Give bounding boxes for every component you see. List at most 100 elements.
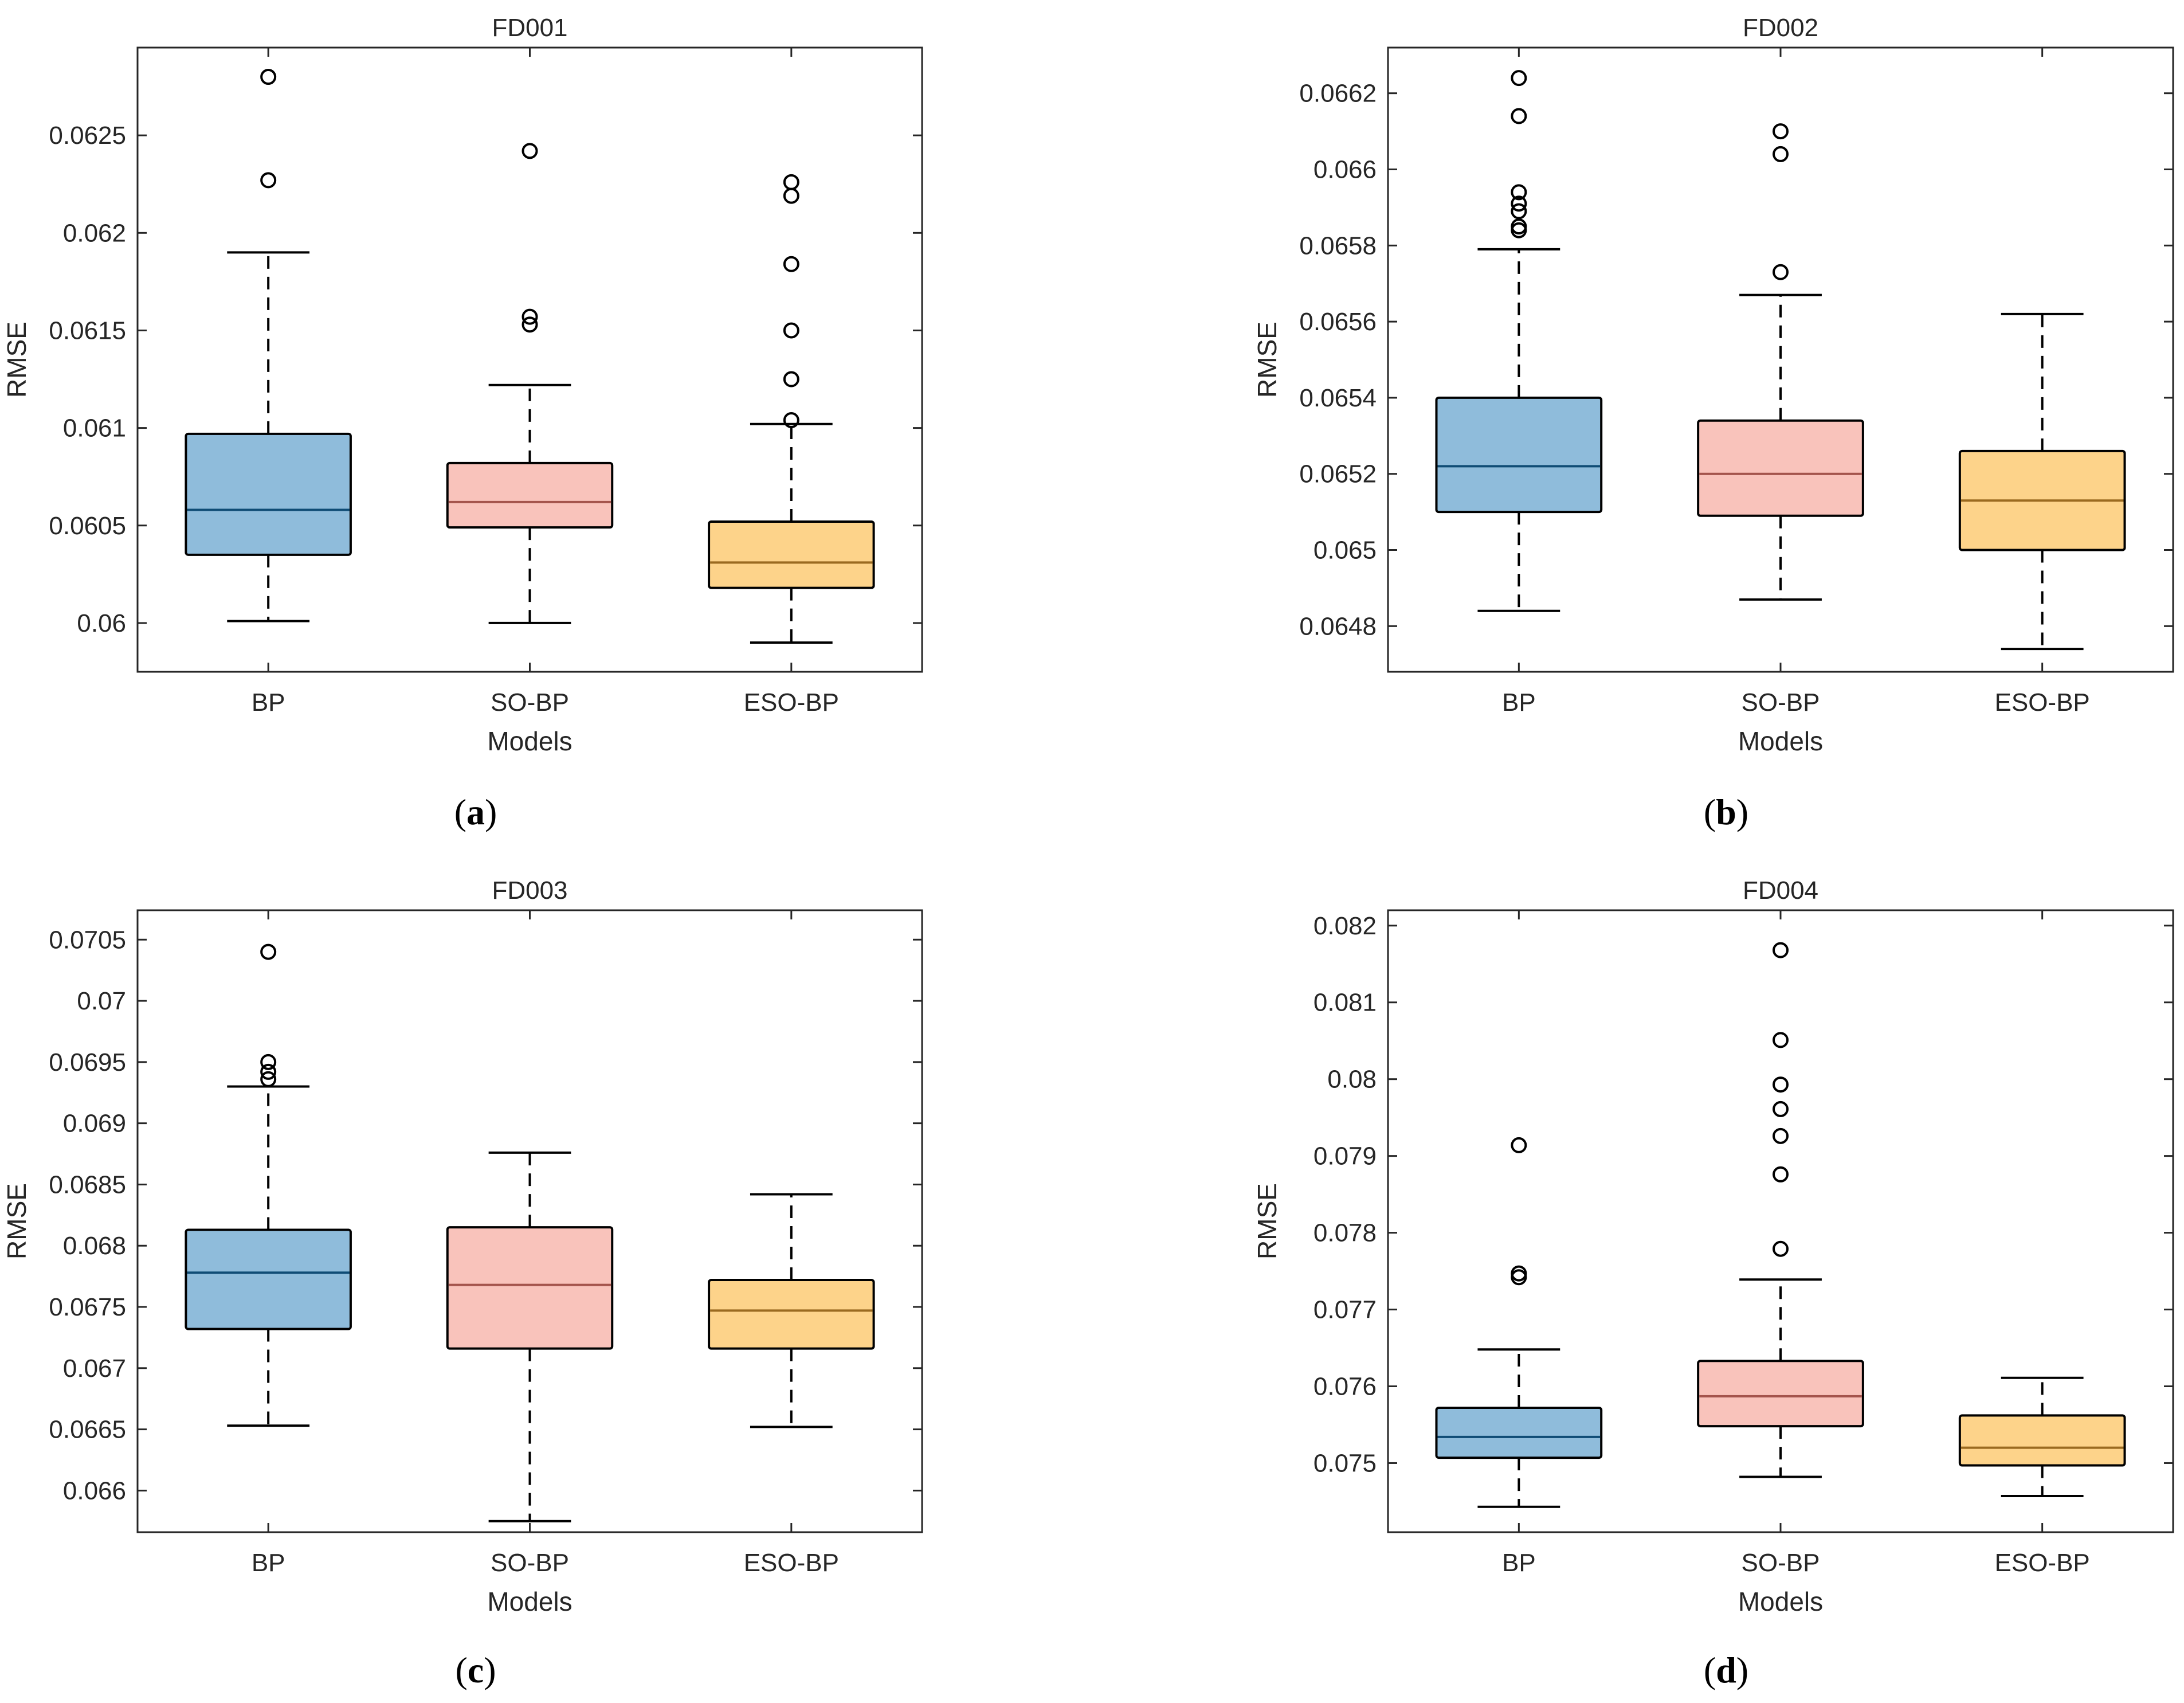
y-tick-label: 0.066 xyxy=(1313,155,1377,183)
y-axis-label: RMSE xyxy=(1252,1183,1282,1259)
outlier-point xyxy=(1511,108,1527,124)
caption-close-paren: ) xyxy=(1736,1650,1748,1690)
box-bp xyxy=(1435,70,1603,612)
y-tick-label: 0.0675 xyxy=(49,1293,126,1321)
outlier-point xyxy=(260,1054,277,1070)
caption-open-paren: ( xyxy=(454,792,466,832)
y-tick-label: 0.0665 xyxy=(49,1416,126,1444)
y-tick-label: 0.077 xyxy=(1313,1296,1377,1324)
y-tick-label: 0.081 xyxy=(1313,989,1377,1017)
y-tick-label: 0.075 xyxy=(1313,1449,1377,1477)
outlier-point xyxy=(1773,942,1789,958)
iqr-box xyxy=(1697,1360,1864,1428)
y-tick-label: 0.067 xyxy=(63,1354,126,1383)
caption-letter: b xyxy=(1716,792,1736,832)
outlier-point xyxy=(1511,195,1527,212)
y-tick-label: 0.079 xyxy=(1313,1142,1377,1170)
y-tick-label: 0.0654 xyxy=(1299,384,1377,412)
panel-title: FD001 xyxy=(492,14,567,42)
box-so-bp xyxy=(1697,942,1864,1478)
y-tick-label: 0.0656 xyxy=(1299,308,1377,336)
panel-d: FD004 0.075 0.076 0.077 0.078 0.079 0.08 0.081 0… xyxy=(1252,876,2174,1616)
x-axis-label: Models xyxy=(487,726,572,756)
iqr-box xyxy=(1958,1414,2126,1467)
x-tick-label: SO-BP xyxy=(1742,1549,1820,1577)
box-so-bp xyxy=(446,1151,614,1522)
caption-letter: d xyxy=(1716,1650,1736,1690)
box-eso-bp xyxy=(1958,312,2126,651)
box-bp xyxy=(1435,1137,1603,1508)
x-tick-label: SO-BP xyxy=(491,1549,569,1577)
y-tick-label: 0.0658 xyxy=(1299,232,1377,260)
y-tick-label: 0.069 xyxy=(63,1110,126,1138)
panel-title: FD004 xyxy=(1743,876,1818,905)
outlier-point xyxy=(1773,1101,1789,1117)
outlier-point xyxy=(260,1071,277,1087)
outlier-point xyxy=(1773,1032,1789,1048)
caption-close-paren: ) xyxy=(485,792,497,832)
iqr-box xyxy=(185,1228,352,1330)
x-tick-label: ESO-BP xyxy=(1995,688,2090,717)
outlier-point xyxy=(1773,264,1789,280)
panel-caption: (a) xyxy=(454,792,497,832)
x-tick-label: SO-BP xyxy=(491,688,569,717)
outlier-point xyxy=(1773,146,1789,162)
caption-open-paren: ( xyxy=(1704,1650,1716,1690)
y-tick-label: 0.068 xyxy=(63,1232,126,1260)
panel-b: FD002 0.0648 0.065 0.0652 0.0654 0.0656 0.0658… xyxy=(1252,14,2174,756)
outlier-point xyxy=(260,69,277,85)
outlier-point xyxy=(1511,1269,1527,1286)
y-tick-label: 0.0685 xyxy=(49,1170,126,1199)
outlier-point xyxy=(1773,1127,1789,1144)
outlier-point xyxy=(1511,184,1527,201)
x-tick-label: ESO-BP xyxy=(744,688,839,717)
caption-open-paren: ( xyxy=(455,1650,467,1690)
outlier-point xyxy=(783,371,799,387)
y-tick-label: 0.0605 xyxy=(49,512,126,540)
outlier-point xyxy=(1511,203,1527,220)
box-eso-bp xyxy=(708,174,875,644)
panel-caption: (c) xyxy=(455,1650,496,1690)
y-tick-label: 0.0662 xyxy=(1299,80,1377,108)
y-tick-label: 0.07 xyxy=(77,987,126,1015)
box-so-bp xyxy=(446,143,614,624)
outlier-point xyxy=(783,412,799,428)
outlier-point xyxy=(260,943,277,960)
iqr-box xyxy=(446,461,614,529)
outlier-point xyxy=(1773,1076,1789,1093)
outlier-point xyxy=(260,172,277,189)
box-eso-bp xyxy=(1958,1376,2126,1498)
y-tick-label: 0.0648 xyxy=(1299,612,1377,640)
y-tick-label: 0.08 xyxy=(1327,1066,1377,1094)
y-tick-label: 0.0615 xyxy=(49,316,126,344)
outlier-point xyxy=(260,1063,277,1080)
outlier-point xyxy=(1773,1240,1789,1257)
panel-title: FD003 xyxy=(492,876,567,905)
iqr-box xyxy=(185,432,352,556)
y-tick-label: 0.076 xyxy=(1313,1372,1377,1400)
iqr-box xyxy=(1435,396,1603,514)
caption-letter: c xyxy=(468,1650,484,1690)
x-tick-label: BP xyxy=(1502,688,1536,717)
caption-close-paren: ) xyxy=(484,1650,496,1690)
outlier-point xyxy=(1773,123,1789,140)
x-tick-label: BP xyxy=(252,1549,285,1577)
y-tick-label: 0.062 xyxy=(63,219,126,247)
y-tick-label: 0.06 xyxy=(77,609,126,637)
x-axis-label: Models xyxy=(487,1587,572,1616)
x-tick-label: ESO-BP xyxy=(1995,1549,2090,1577)
y-axis-label: RMSE xyxy=(2,322,32,398)
y-tick-label: 0.0705 xyxy=(49,926,126,954)
y-axis-label: RMSE xyxy=(1252,322,1282,398)
y-tick-label: 0.0695 xyxy=(49,1048,126,1076)
x-tick-label: BP xyxy=(1502,1549,1536,1577)
iqr-box xyxy=(1435,1407,1603,1459)
outlier-point xyxy=(1773,1166,1789,1183)
box-eso-bp xyxy=(708,1193,875,1428)
outlier-point xyxy=(783,187,799,204)
y-tick-label: 0.061 xyxy=(63,414,126,443)
box-bp xyxy=(185,69,352,623)
x-tick-label: SO-BP xyxy=(1742,688,1820,717)
x-tick-label: ESO-BP xyxy=(744,1549,839,1577)
outlier-point xyxy=(522,143,538,159)
